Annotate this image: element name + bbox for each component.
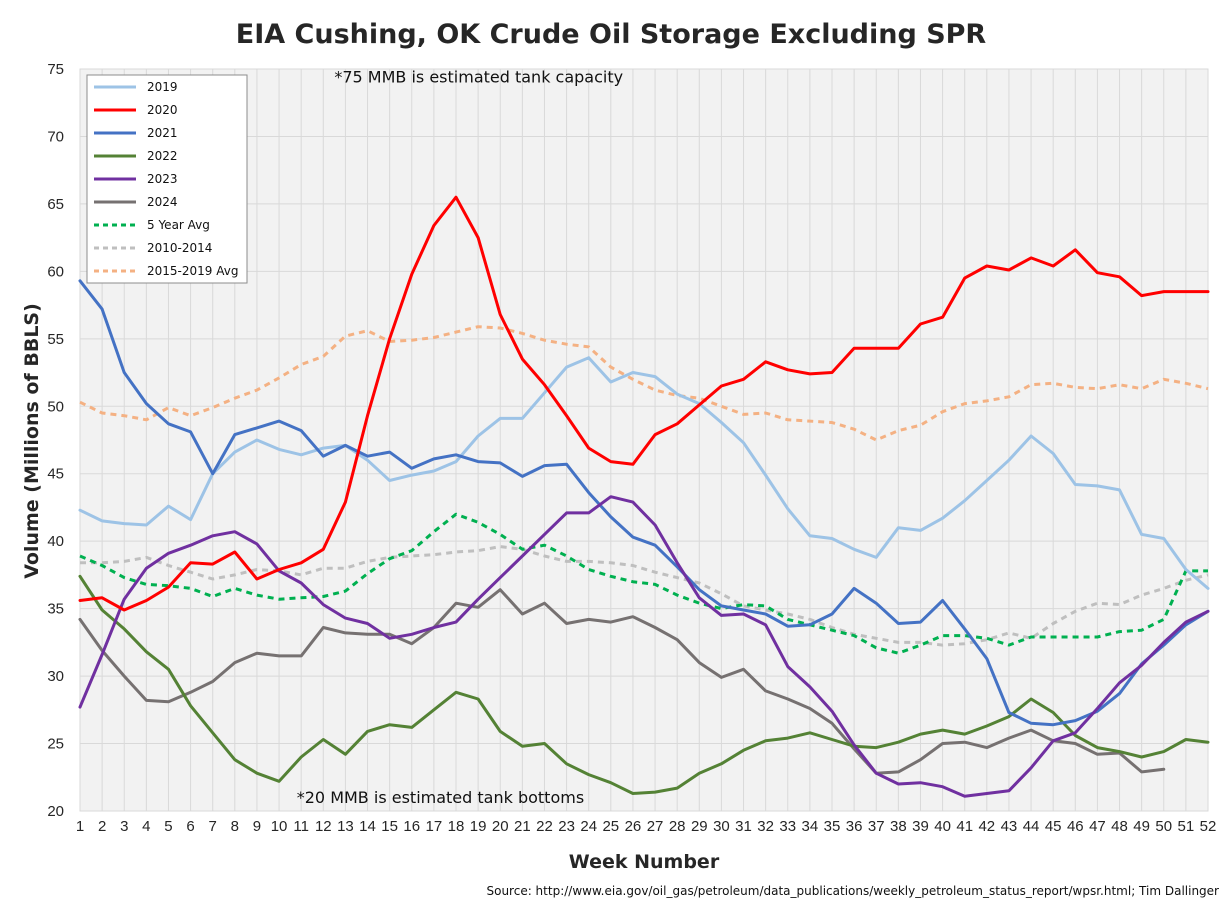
series-line-2023	[78, 495, 1210, 798]
x-tick-label: 10	[271, 818, 288, 835]
legend-label: 2024	[147, 195, 178, 209]
series-line-2022	[78, 574, 1210, 795]
y-tick-label: 60	[47, 263, 64, 280]
legend-label: 2022	[147, 149, 178, 163]
x-tick-label: 7	[209, 818, 217, 835]
legend: 2019 2020 2021 2022 2023 2024 5 Year Avg 2010-2…	[86, 74, 248, 284]
y-tick-label: 45	[47, 466, 64, 483]
y-axis-ticks: 20 25 30 35 40 45 50 55 60 65 70 75	[47, 61, 64, 820]
x-tick-label: 34	[802, 818, 819, 835]
y-tick-label: 70	[47, 128, 64, 145]
series-line-2010-2014	[80, 545, 1209, 647]
annotation-0: *75 MMB is estimated tank capacity	[334, 67, 623, 86]
x-tick-label: 20	[492, 818, 509, 835]
y-tick-label: 65	[47, 196, 64, 213]
source-note: Source: http://www.eia.gov/oil_gas/petro…	[486, 884, 1219, 898]
gridlines	[79, 68, 1209, 812]
legend-label: 2010-2014	[147, 241, 212, 255]
x-tick-label: 18	[448, 818, 465, 835]
annotation-1: *20 MMB is estimated tank bottoms	[297, 788, 584, 807]
x-tick-label: 44	[1023, 818, 1040, 835]
x-tick-label: 8	[231, 818, 239, 835]
x-tick-label: 28	[669, 818, 686, 835]
x-tick-label: 48	[1111, 818, 1128, 835]
x-tick-label: 50	[1155, 818, 1172, 835]
x-tick-label: 31	[735, 818, 752, 835]
y-tick-label: 40	[47, 533, 64, 550]
series-line-2024	[78, 588, 1166, 775]
x-tick-label: 2	[98, 818, 106, 835]
series-line-2020	[78, 195, 1210, 612]
series-line-2021	[78, 279, 1210, 727]
x-tick-label: 33	[779, 818, 796, 835]
x-tick-label: 42	[978, 818, 995, 835]
x-tick-label: 40	[934, 818, 951, 835]
y-tick-label: 35	[47, 601, 64, 618]
x-tick-label: 3	[120, 818, 128, 835]
legend-label: 2020	[147, 103, 178, 117]
x-tick-label: 21	[514, 818, 531, 835]
x-tick-label: 46	[1067, 818, 1084, 835]
x-tick-label: 47	[1089, 818, 1106, 835]
x-tick-label: 52	[1200, 818, 1217, 835]
legend-label: 2019	[147, 80, 178, 94]
x-axis-title: Week Number	[569, 851, 720, 873]
plot-area	[79, 68, 1209, 812]
x-tick-label: 15	[381, 818, 398, 835]
legend-label: 2021	[147, 126, 178, 140]
x-tick-label: 49	[1133, 818, 1150, 835]
x-tick-label: 37	[868, 818, 885, 835]
x-tick-label: 11	[293, 818, 309, 835]
x-tick-label: 43	[1001, 818, 1018, 835]
x-tick-label: 30	[713, 818, 730, 835]
x-tick-label: 4	[142, 818, 150, 835]
x-tick-label: 38	[890, 818, 907, 835]
x-tick-label: 9	[253, 818, 261, 835]
y-tick-label: 50	[47, 398, 64, 415]
series-line-2019	[78, 356, 1210, 590]
series-lines	[78, 195, 1210, 798]
legend-label: 5 Year Avg	[147, 218, 210, 232]
x-tick-label: 5	[164, 818, 172, 835]
x-tick-label: 25	[602, 818, 619, 835]
x-tick-label: 16	[403, 818, 420, 835]
legend-label: 2023	[147, 172, 178, 186]
x-tick-label: 27	[647, 818, 664, 835]
x-tick-label: 14	[359, 818, 376, 835]
x-tick-label: 12	[315, 818, 332, 835]
x-tick-label: 24	[580, 818, 597, 835]
x-tick-label: 36	[846, 818, 863, 835]
chart-title: EIA Cushing, OK Crude Oil Storage Exclud…	[236, 19, 987, 50]
x-tick-label: 22	[536, 818, 553, 835]
x-tick-label: 39	[912, 818, 929, 835]
x-tick-label: 45	[1045, 818, 1062, 835]
x-tick-label: 26	[625, 818, 642, 835]
y-tick-label: 25	[47, 736, 64, 753]
x-axis-ticks: 1 2 3 4 5 6 7 8 9 10 11 12 13 14 15 16 17 18 19 20 21 22 23 24 2…	[76, 818, 1217, 835]
annotations: *75 MMB is estimated tank capacity *20 MM…	[297, 67, 623, 806]
x-tick-label: 1	[76, 818, 84, 835]
y-tick-label: 30	[47, 668, 64, 685]
x-tick-label: 51	[1178, 818, 1195, 835]
series-line-5-year-avg	[79, 512, 1208, 655]
x-tick-label: 13	[337, 818, 354, 835]
x-tick-label: 29	[691, 818, 708, 835]
x-tick-label: 23	[558, 818, 575, 835]
y-tick-label: 55	[47, 331, 64, 348]
y-axis-title: Volume (Millions of BBLS)	[21, 303, 43, 579]
legend-label: 2015-2019 Avg	[147, 264, 238, 278]
x-tick-label: 6	[186, 818, 194, 835]
x-tick-label: 35	[824, 818, 841, 835]
x-tick-label: 32	[757, 818, 774, 835]
series-line-2015-2019-avg	[79, 325, 1209, 442]
x-tick-label: 17	[426, 818, 443, 835]
y-tick-label: 20	[47, 803, 64, 820]
x-tick-label: 19	[470, 818, 487, 835]
x-tick-label: 41	[956, 818, 973, 835]
y-tick-label: 75	[47, 61, 64, 78]
